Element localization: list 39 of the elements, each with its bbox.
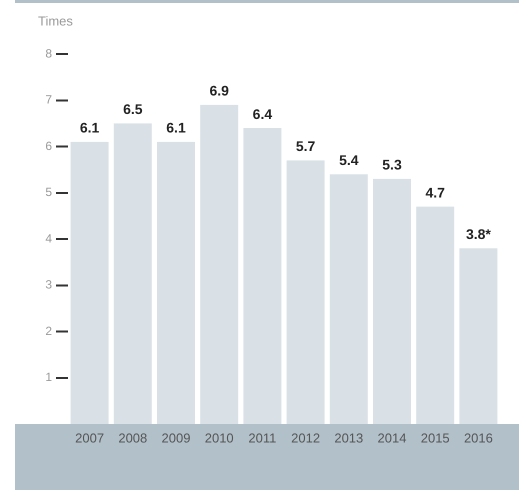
- y-tick-label: 1: [45, 370, 52, 384]
- y-axis-title: Times: [38, 14, 74, 29]
- data-label: 5.3: [382, 156, 402, 173]
- y-tick-label: 8: [45, 46, 52, 60]
- bar: [200, 104, 238, 424]
- x-tick-label: 2007: [75, 430, 104, 446]
- data-label: 3.8*: [466, 226, 492, 242]
- x-tick-label: 2010: [204, 430, 234, 446]
- data-label: 5.4: [339, 152, 359, 168]
- y-tick-label: 4: [45, 231, 52, 246]
- bar: [114, 123, 152, 424]
- x-tick-label: 2014: [378, 430, 406, 446]
- x-tick-label: 2016: [464, 430, 493, 446]
- x-tick-label: 2008: [118, 430, 148, 446]
- bar: [70, 142, 109, 424]
- y-tick-label: 7: [45, 92, 52, 107]
- bar: [330, 174, 368, 424]
- bar: [286, 160, 325, 424]
- bar: [416, 206, 454, 424]
- bar: [243, 128, 282, 424]
- y-tick-label: 2: [45, 324, 52, 338]
- data-label: 6.1: [166, 120, 186, 136]
- x-tick-label: 2009: [162, 430, 190, 446]
- x-tick-label: 2015: [420, 430, 450, 446]
- data-label: 5.7: [296, 138, 316, 154]
- y-tick-label: 5: [45, 185, 52, 200]
- x-tick-label: 2012: [291, 430, 320, 446]
- bar: [372, 178, 412, 424]
- y-tick-label: 3: [45, 278, 52, 292]
- x-tick-label: 2013: [334, 430, 364, 446]
- data-label: 4.7: [425, 184, 446, 200]
- data-label: 6.5: [123, 101, 143, 118]
- x-tick-label: 2011: [248, 430, 276, 446]
- y-tick-label: 6: [45, 138, 52, 153]
- data-label: 6.4: [252, 106, 272, 122]
- bar: [156, 142, 196, 424]
- bar: [459, 248, 498, 424]
- data-label: 6.9: [209, 82, 230, 99]
- data-label: 6.1: [80, 120, 100, 136]
